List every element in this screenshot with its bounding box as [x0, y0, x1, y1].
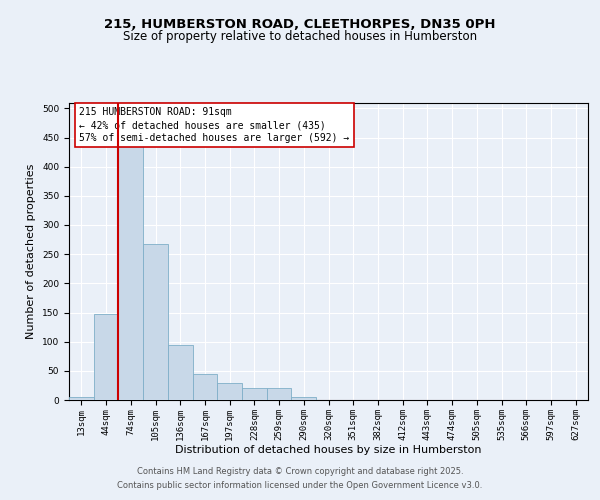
Bar — [94, 314, 118, 400]
Text: Size of property relative to detached houses in Humberston: Size of property relative to detached ho… — [123, 30, 477, 43]
Text: Contains public sector information licensed under the Open Government Licence v3: Contains public sector information licen… — [118, 481, 482, 490]
Bar — [168, 344, 193, 400]
Y-axis label: Number of detached properties: Number of detached properties — [26, 164, 37, 339]
X-axis label: Distribution of detached houses by size in Humberston: Distribution of detached houses by size … — [175, 446, 482, 456]
Bar — [292, 397, 316, 400]
Bar — [267, 388, 292, 400]
Text: Contains HM Land Registry data © Crown copyright and database right 2025.: Contains HM Land Registry data © Crown c… — [137, 467, 463, 476]
Bar — [118, 132, 143, 400]
Bar — [193, 374, 217, 400]
Bar — [242, 388, 267, 400]
Bar — [69, 397, 94, 400]
Bar — [143, 244, 168, 400]
Bar — [217, 382, 242, 400]
Text: 215 HUMBERSTON ROAD: 91sqm
← 42% of detached houses are smaller (435)
57% of sem: 215 HUMBERSTON ROAD: 91sqm ← 42% of deta… — [79, 107, 350, 144]
Text: 215, HUMBERSTON ROAD, CLEETHORPES, DN35 0PH: 215, HUMBERSTON ROAD, CLEETHORPES, DN35 … — [104, 18, 496, 30]
